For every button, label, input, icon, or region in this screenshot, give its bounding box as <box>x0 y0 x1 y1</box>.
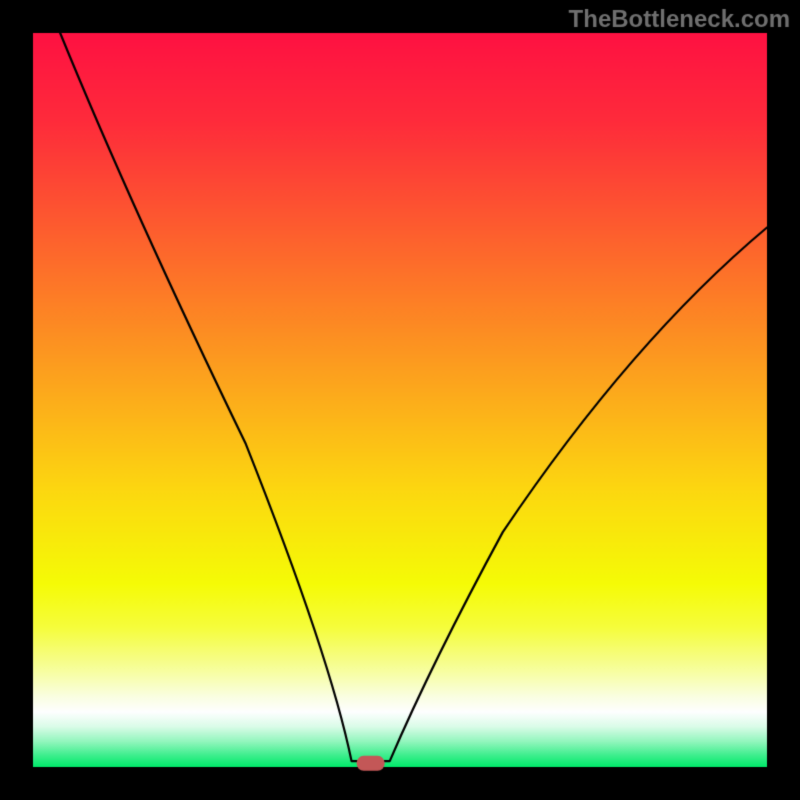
bottleneck-chart <box>0 0 800 800</box>
